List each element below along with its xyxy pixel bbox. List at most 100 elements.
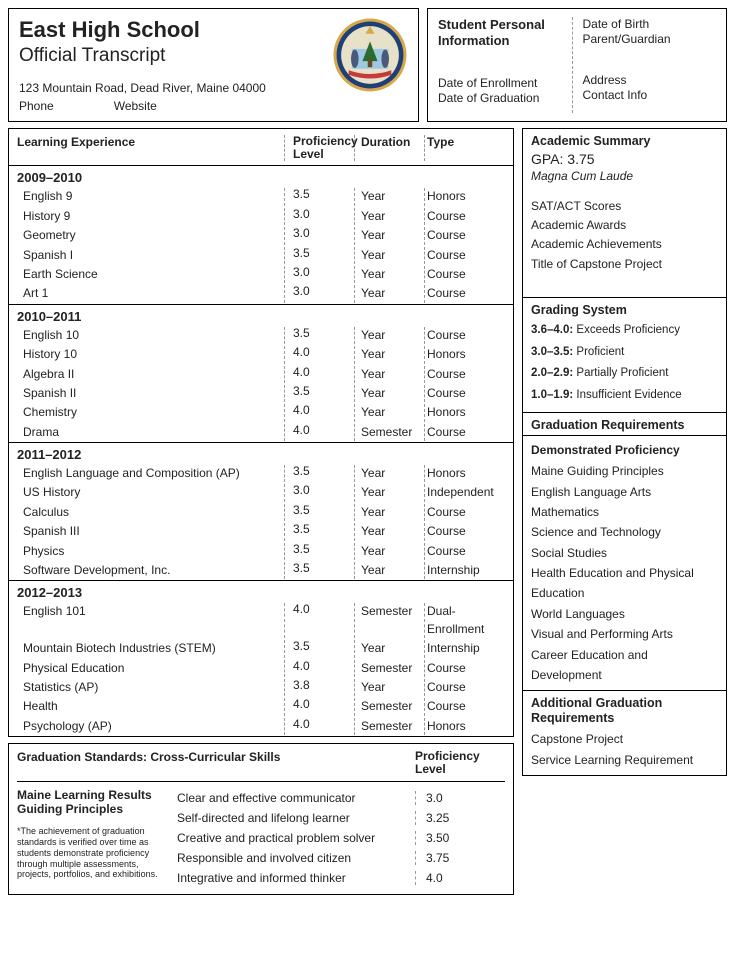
skill-prof: 3.0 (415, 791, 505, 805)
course-type: Course (425, 266, 505, 283)
course-type: Course (425, 504, 505, 521)
course-prof: 4.0 (285, 404, 355, 421)
course-row: English 93.5YearHonors (9, 187, 513, 206)
address-label: Address (583, 73, 717, 88)
course-type: Course (425, 227, 505, 244)
requirements-title: Graduation Requirements (531, 418, 718, 432)
course-name: Art 1 (17, 285, 285, 302)
course-dur: Year (355, 543, 425, 560)
course-type: Honors (425, 404, 505, 421)
course-row: English Language and Composition (AP)3.5… (9, 464, 513, 483)
additional-line: Capstone Project (531, 729, 718, 749)
dob-label: Date of Birth (583, 17, 717, 32)
course-dur: Year (355, 523, 425, 540)
course-name: Drama (17, 424, 285, 441)
grading-title: Grading System (531, 303, 718, 317)
course-name: Health (17, 698, 285, 715)
school-address: 123 Mountain Road, Dead River, Maine 040… (19, 81, 332, 95)
course-type: Course (425, 366, 505, 383)
guardian-label: Parent/Guardian (583, 32, 717, 47)
course-name: Chemistry (17, 404, 285, 421)
summary-line: SAT/ACT Scores (531, 197, 718, 216)
course-row: Mountain Biotech Industries (STEM)3.5Yea… (9, 639, 513, 658)
course-type: Course (425, 208, 505, 225)
course-name: Algebra II (17, 366, 285, 383)
skill-prof: 3.50 (415, 831, 505, 845)
skill-name: Self-directed and lifelong learner (177, 811, 415, 825)
course-row: Art 13.0YearCourse (9, 284, 513, 303)
skill-prof: 3.75 (415, 851, 505, 865)
dp-title: Demonstrated Proficiency (531, 443, 718, 457)
guiding-principles-title: Maine Learning Results Guiding Principle… (17, 788, 169, 817)
course-type: Honors (425, 188, 505, 205)
course-prof: 4.0 (285, 603, 355, 638)
website-label: Website (114, 99, 157, 113)
course-prof: 4.0 (285, 698, 355, 715)
course-dur: Year (355, 404, 425, 421)
course-dur: Year (355, 247, 425, 264)
course-dur: Year (355, 679, 425, 696)
course-row: Calculus3.5YearCourse (9, 503, 513, 522)
course-dur: Year (355, 188, 425, 205)
phone-label: Phone (19, 99, 54, 113)
graduation-label: Date of Graduation (438, 91, 572, 106)
skill-name: Clear and effective communicator (177, 791, 415, 805)
course-prof: 3.5 (285, 523, 355, 540)
summary-title: Academic Summary (531, 134, 718, 148)
summary-line: Academic Achievements (531, 235, 718, 254)
course-dur: Semester (355, 718, 425, 735)
academic-summary-box: Academic Summary GPA: 3.75 Magna Cum Lau… (522, 128, 727, 298)
grad-skill-row: Creative and practical problem solver3.5… (177, 828, 505, 848)
course-type: Course (425, 698, 505, 715)
grad-standards-title: Graduation Standards: Cross-Curricular S… (17, 750, 415, 776)
course-row: Physics3.5YearCourse (9, 542, 513, 561)
grading-row: 1.0–1.9: Insufficient Evidence (531, 385, 718, 407)
course-row: Health4.0SemesterCourse (9, 697, 513, 716)
course-name: Psychology (AP) (17, 718, 285, 735)
dp-line: World Languages (531, 604, 718, 624)
student-info-title: Student Personal Information (438, 17, 572, 50)
course-name: Calculus (17, 504, 285, 521)
course-type: Course (425, 424, 505, 441)
grading-row: 3.0–3.5: Proficient (531, 342, 718, 364)
course-type: Honors (425, 346, 505, 363)
course-dur: Year (355, 266, 425, 283)
grad-prof-label: Proficiency Level (415, 750, 505, 776)
course-dur: Year (355, 227, 425, 244)
transcript-subtitle: Official Transcript (19, 45, 332, 67)
honor-label: Magna Cum Laude (531, 169, 718, 183)
course-prof: 4.0 (285, 718, 355, 735)
course-row: Earth Science3.0YearCourse (9, 265, 513, 284)
course-dur: Year (355, 562, 425, 579)
grad-skill-row: Integrative and informed thinker4.0 (177, 868, 505, 888)
additional-line: Service Learning Requirement (531, 750, 718, 770)
skill-name: Integrative and informed thinker (177, 871, 415, 885)
course-name: Spanish II (17, 385, 285, 402)
course-name: English Language and Composition (AP) (17, 465, 285, 482)
course-row: US History3.0YearIndependent (9, 483, 513, 502)
gpa-value: GPA: 3.75 (531, 151, 718, 167)
summary-line: Academic Awards (531, 216, 718, 235)
skill-name: Responsible and involved citizen (177, 851, 415, 865)
student-info-box: Student Personal Information Date of Enr… (427, 8, 727, 122)
course-name: Physical Education (17, 660, 285, 677)
course-type: Course (425, 523, 505, 540)
course-type: Course (425, 679, 505, 696)
course-row: History 104.0YearHonors (9, 345, 513, 364)
course-type: Internship (425, 562, 505, 579)
course-dur: Semester (355, 603, 425, 638)
course-name: English 101 (17, 603, 285, 638)
course-dur: Year (355, 327, 425, 344)
course-name: Spanish III (17, 523, 285, 540)
grad-skill-row: Self-directed and lifelong learner3.25 (177, 808, 505, 828)
course-prof: 4.0 (285, 660, 355, 677)
additional-title: Additional Graduation Requirements (531, 696, 718, 726)
course-row: Drama4.0SemesterCourse (9, 423, 513, 442)
demonstrated-proficiency-box: Demonstrated Proficiency Maine Guiding P… (522, 436, 727, 691)
course-prof: 3.5 (285, 247, 355, 264)
grad-standards-box: Graduation Standards: Cross-Curricular S… (8, 743, 514, 894)
course-row: History 93.0YearCourse (9, 207, 513, 226)
course-prof: 4.0 (285, 424, 355, 441)
course-dur: Year (355, 484, 425, 501)
course-name: Mountain Biotech Industries (STEM) (17, 640, 285, 657)
